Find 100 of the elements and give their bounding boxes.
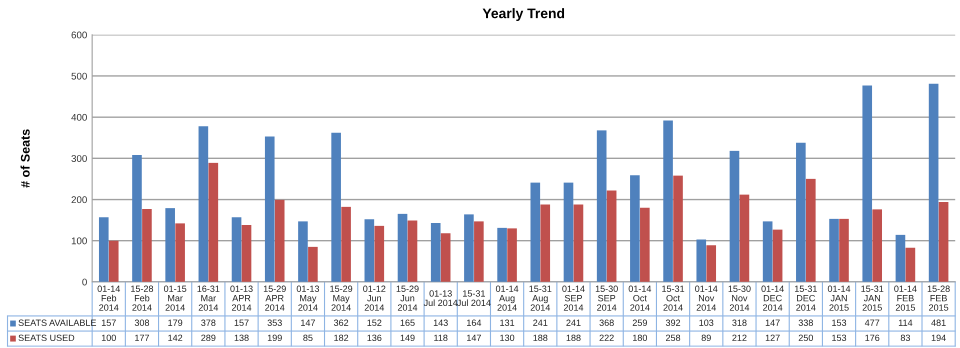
x-tick-label: 01-14 Aug 2014: [496, 286, 518, 311]
bar: [474, 221, 484, 282]
data-label: 153: [832, 320, 846, 326]
x-tick-label: 15-28 FEB 2015: [928, 286, 950, 311]
bar: [596, 130, 606, 282]
bar: [564, 182, 574, 282]
bar: [408, 220, 418, 282]
bar: [806, 178, 816, 282]
bar: [98, 217, 109, 282]
data-label: 289: [201, 334, 216, 342]
bar: [507, 228, 517, 282]
bar: [308, 246, 318, 282]
bar: [574, 204, 584, 282]
data-label: 368: [599, 320, 614, 326]
x-tick-label: 01-13 May 2014: [296, 286, 320, 311]
data-label: 152: [367, 320, 382, 326]
data-label: 127: [766, 334, 780, 341]
x-tick-label: 01-13 Jul 2014: [424, 290, 458, 306]
data-label: 353: [268, 320, 282, 326]
x-tick-label: 15-31 DEC 2014: [794, 286, 817, 311]
bar: [198, 126, 208, 282]
bar: [706, 245, 716, 282]
data-label: 143: [434, 320, 448, 326]
y-tick-label: 500: [71, 72, 87, 80]
bar: [906, 248, 916, 282]
y-tick-label: 400: [71, 114, 87, 121]
x-tick-label: 01-13 APR 2014: [230, 286, 253, 311]
x-tick-label: 01-14 Nov 2014: [695, 286, 718, 311]
data-label: 250: [798, 334, 814, 342]
bar: [165, 208, 175, 282]
data-label: 199: [268, 334, 282, 342]
x-tick-label: 15-29 May 2014: [330, 286, 352, 311]
data-label: 392: [666, 320, 680, 326]
data-label: 149: [400, 334, 415, 342]
data-label: 194: [932, 334, 946, 342]
data-label: 157: [234, 320, 249, 326]
bar: [872, 209, 882, 282]
data-label: 182: [334, 334, 348, 342]
data-label: 89: [702, 334, 711, 342]
data-label: 136: [367, 334, 382, 342]
bar: [829, 218, 839, 282]
bar: [497, 228, 507, 282]
bar: [530, 182, 540, 282]
x-tick-label: 16-31 Mar 2014: [197, 286, 220, 311]
bar: [796, 142, 806, 282]
x-tick-label: 01-15 Mar 2014: [164, 286, 186, 311]
bar: [862, 85, 872, 282]
data-label: 142: [168, 334, 182, 341]
bar: [696, 239, 706, 282]
data-label: 188: [533, 334, 548, 342]
data-label: 188: [566, 334, 581, 342]
bar: [730, 150, 740, 282]
data-label: 258: [666, 334, 680, 342]
bar: [274, 200, 285, 282]
bar: [464, 214, 474, 282]
bar: [175, 223, 185, 282]
data-label: 212: [732, 334, 747, 341]
data-label: 138: [234, 334, 249, 342]
data-label: 147: [766, 320, 780, 326]
data-label: 100: [102, 334, 116, 342]
bar: [540, 204, 550, 282]
bar: [663, 120, 673, 282]
bar: [640, 208, 650, 282]
bar: [928, 84, 938, 282]
bar: [208, 162, 218, 282]
x-tick-label: 15-31 JAN 2015: [861, 286, 884, 311]
data-label: 241: [566, 320, 581, 326]
x-tick-label: 01-14 DEC 2014: [761, 286, 784, 311]
data-label: 118: [434, 334, 448, 342]
bar: [772, 230, 782, 282]
bar: [839, 218, 849, 282]
x-tick-label: 15-30 Nov 2014: [728, 286, 751, 311]
data-label: 83: [900, 334, 910, 342]
bar: [331, 132, 341, 282]
data-label: 103: [699, 320, 714, 326]
x-tick-label: 15-30 SEP 2014: [596, 286, 618, 311]
data-label: 318: [732, 320, 747, 326]
data-label: 362: [334, 320, 348, 326]
data-label: 164: [467, 320, 482, 326]
data-label: 114: [898, 320, 912, 326]
data-label: 378: [201, 320, 216, 326]
bar: [232, 217, 242, 282]
data-label: 241: [533, 320, 548, 326]
x-tick-label: 01-12 Jun 2014: [363, 286, 386, 311]
x-tick-label: 01-14 Feb 2014: [98, 286, 120, 311]
y-axis-title: # of Seats: [20, 129, 30, 188]
data-label: 477: [864, 320, 880, 326]
data-label: 130: [500, 334, 514, 342]
bar: [142, 208, 152, 282]
x-tick-label: 01-14 Oct 2014: [628, 286, 652, 311]
y-tick-label: 600: [72, 32, 87, 38]
data-label: 180: [633, 334, 648, 342]
bar: [132, 155, 142, 282]
legend-label: SEATS AVAILABLE: [18, 320, 96, 326]
x-tick-label: 15-31 Oct 2014: [662, 286, 684, 311]
y-tick-label: 0: [82, 278, 87, 286]
y-tick-label: 300: [71, 155, 87, 162]
bar: [740, 194, 750, 282]
bar: [364, 219, 374, 282]
bar: [938, 202, 948, 282]
